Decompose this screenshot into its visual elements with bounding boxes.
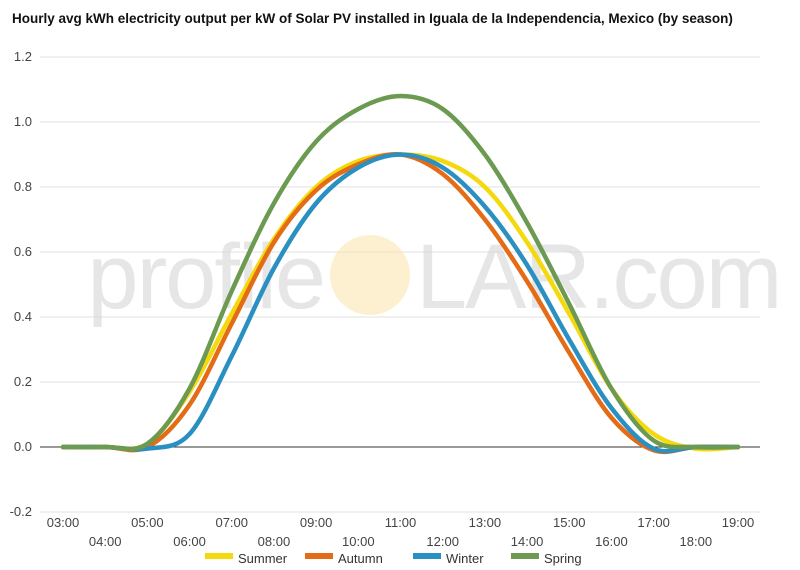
legend-swatch-summer	[205, 553, 233, 559]
x-tick-label: 07:00	[215, 515, 248, 530]
series-lines	[60, 93, 741, 455]
x-tick-label: 16:00	[595, 534, 628, 549]
y-tick-label: 0.2	[14, 374, 32, 389]
x-tick-label: 11:00	[385, 515, 417, 530]
legend-label-autumn: Autumn	[338, 551, 383, 566]
legend-label-winter: Winter	[446, 551, 484, 566]
x-tick-label: 18:00	[680, 534, 713, 549]
series-line-winter	[60, 152, 741, 454]
y-tick-label: 0.0	[14, 439, 32, 454]
x-tick-label: 04:00	[89, 534, 122, 549]
y-tick-label: 1.0	[14, 114, 32, 129]
x-tick-label: 12:00	[426, 534, 459, 549]
watermark-sun-icon	[330, 235, 410, 315]
x-tick-label: 19:00	[722, 515, 755, 530]
x-tick-label: 08:00	[258, 534, 291, 549]
legend-swatch-winter	[413, 553, 441, 559]
x-tick-label: 06:00	[173, 534, 206, 549]
y-tick-label: -0.2	[10, 504, 32, 519]
x-axis-ticks: 03:00 04:00 05:00 06:00 07:00 08:00 09:00 10:00…	[47, 515, 755, 549]
y-tick-label: 0.6	[14, 244, 32, 259]
y-tick-label: 0.4	[14, 309, 32, 324]
legend-swatch-spring	[511, 553, 539, 559]
x-tick-label: 13:00	[469, 515, 502, 530]
legend: Summer Autumn Winter Spring	[205, 551, 582, 566]
y-axis-ticks: -0.2 0.0 0.2 0.4 0.6 0.8 1.0 1.2	[10, 49, 32, 519]
x-tick-label: 17:00	[637, 515, 670, 530]
y-tick-label: 0.8	[14, 179, 32, 194]
chart-title: Hourly avg kWh electricity output per kW…	[12, 11, 733, 26]
x-tick-label: 15:00	[553, 515, 586, 530]
x-tick-label: 03:00	[47, 515, 80, 530]
x-tick-label: 05:00	[131, 515, 164, 530]
watermark: profile LAR.com	[87, 226, 782, 328]
legend-swatch-autumn	[305, 553, 333, 559]
x-tick-label: 10:00	[342, 534, 375, 549]
legend-label-spring: Spring	[544, 551, 582, 566]
series-line-spring	[60, 93, 741, 452]
x-tick-label: 14:00	[511, 534, 544, 549]
y-tick-label: 1.2	[14, 49, 32, 64]
watermark-text-right: LAR.com	[416, 226, 780, 328]
x-tick-label: 09:00	[300, 515, 333, 530]
legend-label-summer: Summer	[238, 551, 288, 566]
